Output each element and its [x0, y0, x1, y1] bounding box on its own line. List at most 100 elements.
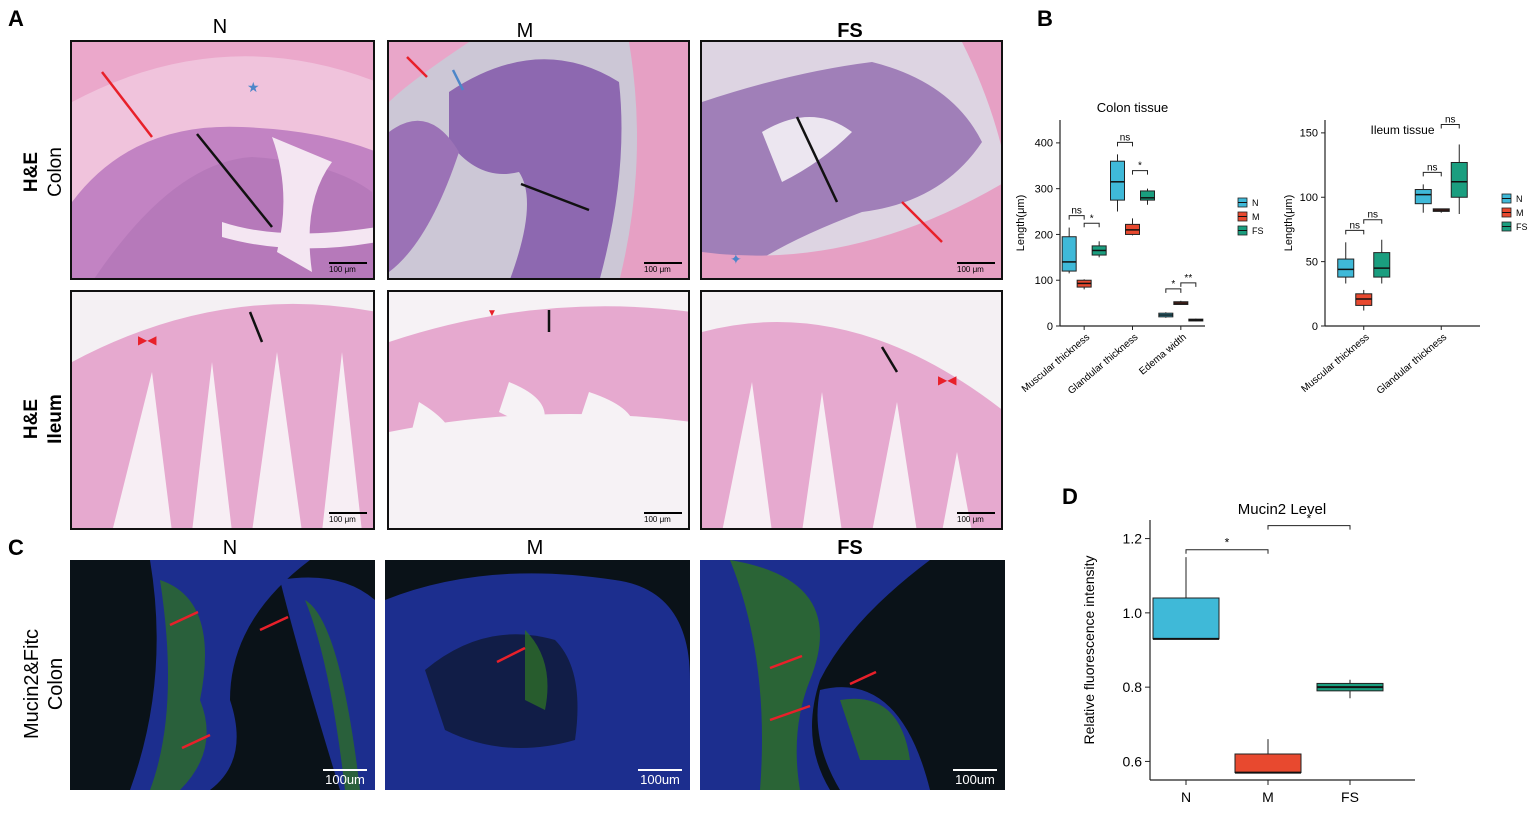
- y-tick-label: 100: [1300, 192, 1318, 204]
- svg-text:★: ★: [247, 79, 260, 95]
- scale-bar: 100um: [953, 769, 997, 787]
- y-tick-label: 400: [1035, 138, 1053, 150]
- scale-bar: 100 μm: [329, 262, 367, 274]
- significance-label: *: [1138, 161, 1142, 172]
- box-fs: [1450, 161, 1468, 198]
- x-category-label: Muscular thickness: [1299, 332, 1371, 395]
- y-tick-label: 1.0: [1123, 605, 1143, 621]
- y-axis-label: Length(μm): [1015, 195, 1027, 251]
- significance-bracket: [1117, 141, 1133, 147]
- colon-tissue-chart: Colon tissue0100200300400Length(μm)Muscu…: [1015, 100, 1264, 397]
- micrograph-he-ileum-fs: ▶◀ 100 μm: [700, 290, 1003, 530]
- x-category-label: Edema width: [1137, 332, 1188, 378]
- micrograph-he-colon-m: 100 μm: [387, 40, 690, 280]
- significance-label: ns: [1071, 206, 1082, 217]
- significance-label: **: [1184, 273, 1192, 284]
- row-label-stain: H&E: [21, 398, 42, 440]
- row-label-stain: H&E: [21, 151, 42, 193]
- significance-bracket: [1422, 171, 1442, 177]
- significance-bracket: [1440, 123, 1460, 129]
- significance-label: ns: [1120, 132, 1131, 143]
- svg-text:▼: ▼: [487, 308, 497, 319]
- micrograph-he-colon-fs: ✦ 100 μm: [700, 40, 1003, 280]
- x-category-label: FS: [1341, 789, 1359, 805]
- box-m: [1234, 753, 1302, 774]
- column-title-fs: FS: [837, 20, 863, 42]
- significance-bracket: [1345, 229, 1365, 235]
- y-tick-label: 100: [1035, 275, 1053, 287]
- chart-title: Mucin2 Level: [1238, 501, 1326, 518]
- chart-title: Colon tissue: [1097, 100, 1169, 115]
- legend-label: FS: [1252, 226, 1264, 236]
- significance-label: *: [1171, 279, 1175, 290]
- y-tick-label: 0: [1047, 321, 1053, 333]
- micrograph-fluor-n: 100um: [70, 560, 375, 790]
- y-tick-label: 1.2: [1123, 531, 1143, 547]
- x-category-label: N: [1181, 789, 1191, 805]
- y-tick-label: 0.8: [1123, 679, 1143, 695]
- scale-bar: 100 μm: [329, 512, 367, 524]
- y-tick-label: 200: [1035, 229, 1053, 241]
- scale-bar: 100 μm: [644, 262, 682, 274]
- significance-bracket: [1165, 288, 1182, 293]
- svg-text:▶◀: ▶◀: [938, 373, 957, 387]
- box-n: [1337, 258, 1355, 278]
- scale-bar: 100um: [323, 769, 367, 787]
- legend-label: M: [1516, 208, 1524, 218]
- panel-label-b: B: [1037, 6, 1053, 31]
- row-label-tissue: Ileum: [45, 394, 66, 444]
- significance-bracket: [1068, 215, 1085, 220]
- column-title-n-fluor: N: [222, 537, 238, 559]
- significance-label: *: [1090, 213, 1094, 224]
- row-label-he-ileum: H&E Ileum: [20, 369, 68, 469]
- panel-label-c: C: [8, 535, 24, 560]
- significance-bracket: [1363, 219, 1383, 224]
- row-label-mucin-colon: Mucin2&Fitc Colon: [20, 614, 68, 754]
- significance-bracket: [1185, 549, 1269, 554]
- box-n: [1152, 597, 1220, 640]
- row-label-tissue: Colon: [45, 147, 66, 197]
- scale-bar: 100um: [638, 769, 682, 787]
- y-axis-label: Length(μm): [1283, 195, 1295, 251]
- micrograph-fluor-m: 100um: [385, 560, 690, 790]
- y-tick-label: 0: [1312, 321, 1318, 333]
- row-label-he-colon: H&E Colon: [20, 122, 68, 222]
- column-title-m: M: [516, 20, 534, 42]
- svg-text:✦: ✦: [730, 251, 742, 267]
- box-n: [1110, 160, 1125, 201]
- box-fs: [1373, 252, 1391, 278]
- significance-bracket: [1180, 282, 1197, 287]
- column-title-n: N: [212, 16, 228, 38]
- legend-label: FS: [1516, 222, 1528, 232]
- significance-label: ns: [1349, 220, 1360, 231]
- x-category-label: M: [1262, 789, 1274, 805]
- chart-title: Ileum tissue: [1370, 123, 1434, 137]
- box-n: [1414, 189, 1432, 205]
- micrograph-fluor-fs: 100um: [700, 560, 1005, 790]
- scale-bar: 100 μm: [644, 512, 682, 524]
- y-tick-label: 300: [1035, 184, 1053, 196]
- y-tick-label: 0.6: [1123, 753, 1143, 769]
- y-axis-label: Relative fluorescence intensity: [1081, 555, 1097, 744]
- ileum-tissue-chart: Ileum tissue 0 50 100 150 Length(μm) Muscular …: [1283, 114, 1528, 397]
- significance-label: ns: [1445, 114, 1456, 125]
- y-tick-label: 150: [1300, 128, 1318, 140]
- x-category-label: Glandular thickness: [1375, 332, 1449, 397]
- column-title-m-fluor: M: [526, 537, 544, 559]
- micrograph-he-ileum-m: ▼ 100 μm: [387, 290, 690, 530]
- box-fs: [1140, 190, 1155, 201]
- significance-bracket: [1132, 170, 1148, 175]
- significance-label: ns: [1427, 162, 1438, 173]
- panel-label-a: A: [8, 6, 24, 31]
- mucin2-level-chart: Mucin2 Level 0.6 0.8 1.0 1.2 Relative fluores…: [1081, 501, 1415, 805]
- y-tick-label: 50: [1306, 256, 1318, 268]
- box-n: [1061, 236, 1077, 272]
- row-label-tissue: Colon: [45, 657, 67, 711]
- row-label-stain: Mucin2&Fitc: [21, 628, 43, 740]
- significance-label: *: [1307, 512, 1312, 526]
- micrograph-he-colon-n: ★ 100 μm: [70, 40, 375, 280]
- column-title-fs-fluor: FS: [837, 537, 863, 559]
- scale-bar: 100 μm: [957, 512, 995, 524]
- svg-text:▶◀: ▶◀: [138, 333, 157, 347]
- significance-label: *: [1225, 536, 1230, 550]
